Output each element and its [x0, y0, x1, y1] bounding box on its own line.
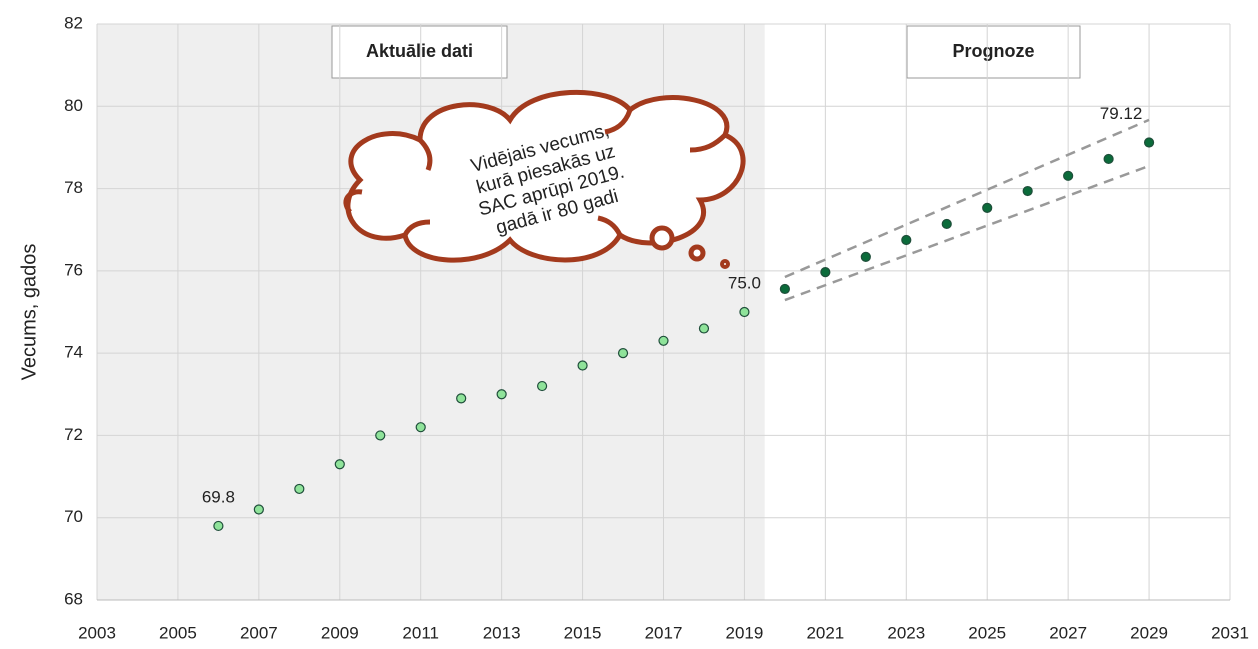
x-tick-label: 2013	[483, 623, 521, 642]
thought-bubble	[649, 225, 675, 251]
data-point	[537, 380, 548, 392]
data-point	[496, 389, 507, 400]
data-point	[617, 348, 629, 359]
x-tick-label: 2015	[564, 623, 602, 642]
y-tick-label: 72	[64, 425, 83, 444]
data-point	[253, 504, 264, 515]
cloud-shape	[345, 89, 746, 263]
data-point	[334, 459, 345, 470]
data-point	[1063, 170, 1074, 181]
data-point	[982, 202, 993, 214]
annotation-label: Aktuālie dati	[366, 41, 473, 61]
data-point	[779, 283, 790, 295]
thought-bubble	[688, 244, 706, 262]
x-tick-label: 2027	[1049, 623, 1087, 642]
y-tick-label: 78	[64, 178, 83, 197]
annotation-box	[331, 25, 508, 79]
data-point	[1022, 185, 1033, 197]
interval-line	[784, 164, 1150, 302]
data-point	[658, 335, 669, 346]
y-tick-label: 76	[64, 260, 83, 279]
x-tick-label: 2023	[887, 623, 925, 642]
y-tick-label: 68	[64, 589, 83, 608]
x-tick-label: 2005	[159, 623, 197, 642]
data-label: 79.12	[1100, 104, 1143, 123]
data-point	[820, 266, 831, 278]
data-point	[698, 323, 710, 334]
x-tick-label: 2009	[321, 623, 359, 642]
data-point	[901, 234, 912, 246]
x-tick-label: 2011	[402, 623, 439, 642]
data-point	[739, 306, 750, 318]
data-point	[1103, 153, 1114, 165]
data-point	[1143, 137, 1155, 148]
y-axis-label: Vecums, gados	[18, 244, 40, 381]
x-tick-label: 2017	[645, 623, 683, 642]
x-tick-label: 2031	[1211, 623, 1249, 642]
annotation-label: Prognoze	[952, 41, 1034, 61]
data-label: 69.8	[202, 487, 235, 506]
data-label: 75.0	[728, 273, 761, 292]
data-point	[294, 483, 305, 495]
data-point	[577, 360, 588, 371]
data-point	[456, 393, 467, 404]
y-tick-label: 82	[64, 13, 83, 32]
data-point	[375, 430, 386, 441]
cloud-detail	[343, 109, 727, 237]
marks-layer: 69.8 75.0 79.12	[202, 104, 1155, 532]
data-point	[213, 520, 224, 532]
x-tick-label: 2007	[240, 623, 278, 642]
interval-line	[784, 118, 1150, 279]
x-tick-label: 2025	[968, 623, 1006, 642]
y-tick-label: 80	[64, 96, 83, 115]
thought-bubble	[720, 259, 730, 269]
x-tick-label: 2019	[726, 623, 764, 642]
y-tick-label: 70	[64, 507, 83, 526]
x-tick-label: 2021	[806, 623, 844, 642]
x-tick-label: 2003	[78, 623, 116, 642]
data-point	[415, 422, 426, 433]
data-point	[860, 251, 871, 262]
data-point	[941, 218, 952, 230]
y-tick-label: 74	[64, 343, 83, 362]
x-tick-label: 2029	[1130, 623, 1168, 642]
annotation-box	[906, 25, 1081, 79]
